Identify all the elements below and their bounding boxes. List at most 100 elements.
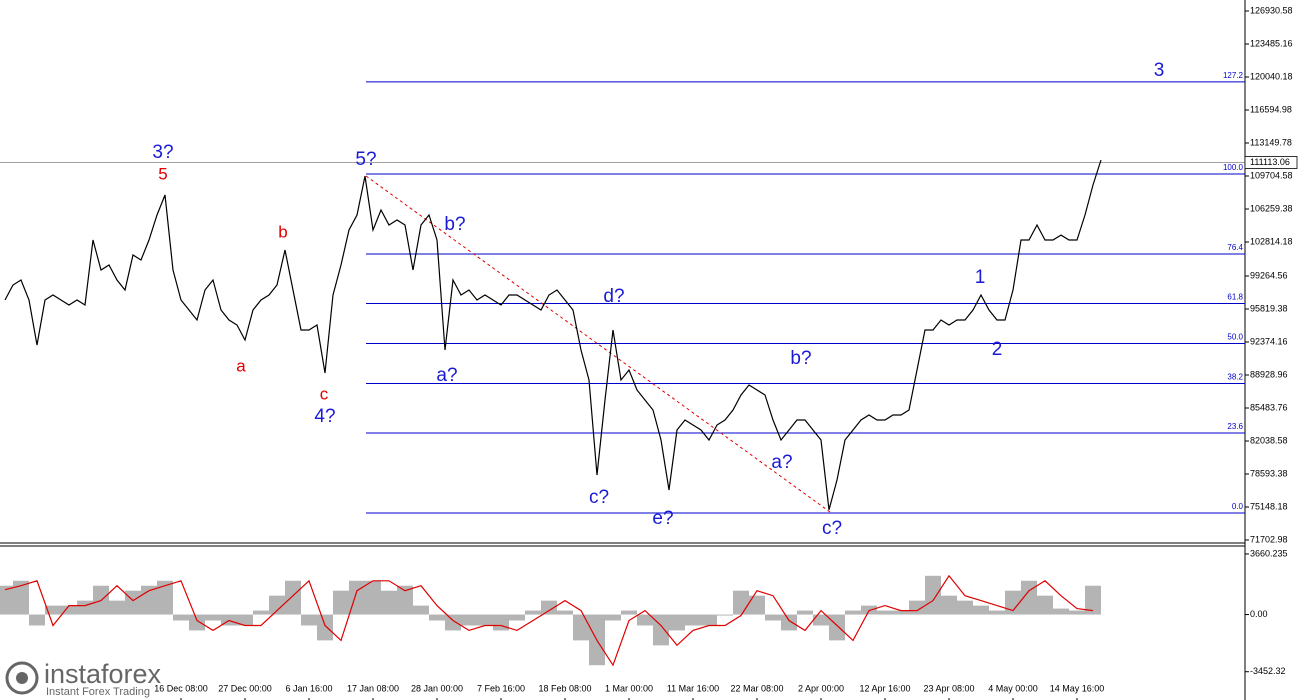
fib-label: 127.2 [1223,71,1244,80]
wave-label: b [278,222,287,241]
wave-label: b? [790,348,811,369]
histogram-bar [989,610,1005,615]
histogram-bar [717,614,733,616]
histogram-bar [381,590,397,615]
histogram-bar [173,614,189,621]
histogram-bar [1005,590,1021,615]
histogram-bar [61,605,77,615]
wave-label: 3 [1154,60,1165,81]
logo-icon [16,672,28,684]
y-tick-label: 123485.16 [1250,38,1293,48]
histogram-bar [461,614,477,626]
wave-label: d? [603,286,624,307]
histogram-bar [1037,595,1053,615]
histogram-bar [141,585,157,615]
wave-label: a [236,356,246,375]
x-tick-label: 17 Jan 08:00 [347,683,399,693]
wave-label: 5 [158,164,167,183]
wave-label: 3? [152,142,173,163]
histogram-bar [237,614,253,626]
histogram-bar [829,614,845,641]
histogram-bar [845,610,861,615]
histogram-bar [765,614,781,621]
y-tick-label: 0.00 [1250,609,1268,619]
x-tick-label: 28 Jan 00:00 [411,683,463,693]
histogram-bar [397,585,413,615]
histogram-bar [189,614,205,631]
histogram-bar [269,595,285,615]
x-tick-label: 7 Feb 16:00 [477,683,525,693]
histogram-bar [1069,610,1085,615]
histogram-bar [781,614,797,631]
wave-label: 1 [975,267,986,288]
wave-label: c? [822,518,842,539]
y-tick-label: 88928.96 [1250,369,1288,379]
x-tick-label: 18 Feb 08:00 [538,683,591,693]
wave-label: c? [589,487,609,508]
histogram-bar [973,605,989,615]
histogram-bar [525,610,541,615]
y-tick-label: 109704.58 [1250,170,1293,180]
logo-icon [5,661,39,695]
x-tick-label: 2 Apr 00:00 [798,683,844,693]
histogram-bar [669,614,685,631]
brand-tagline: Instant Forex Trading [46,686,150,698]
histogram-bar [573,614,589,641]
x-tick-label: 1 Mar 00:00 [605,683,653,693]
histogram-bar [285,580,301,615]
histogram-bar [557,610,573,615]
fib-label: 100.0 [1223,163,1244,172]
wave-label: a? [436,365,457,386]
x-tick-label: 27 Dec 00:00 [218,683,272,693]
histogram-bar [957,600,973,615]
y-tick-label: 78593.38 [1250,468,1288,478]
histogram-bar [797,610,813,615]
histogram-bar [749,595,765,615]
y-tick-label: 116594.98 [1250,104,1292,114]
histogram-bar [29,614,45,626]
histogram-bar [605,614,621,621]
y-tick-label: 99264.56 [1250,270,1288,280]
histogram-bar [429,614,445,621]
histogram-bar [637,614,653,626]
y-tick-label: 3660.235 [1250,548,1288,558]
histogram-bar [621,610,637,615]
y-tick-label: 102814.18 [1250,236,1293,246]
histogram-bar [653,614,669,646]
histogram-bar [941,595,957,615]
y-tick-label: 126930.58 [1250,5,1293,15]
fib-label: 50.0 [1227,333,1243,342]
histogram-bar [0,585,13,615]
fib-label: 61.8 [1227,293,1243,302]
wave-label: 4? [314,406,335,427]
wave-label: 5? [355,149,376,170]
histogram-bar [125,590,141,615]
histogram-bar [301,614,317,626]
histogram-bar [349,580,365,615]
histogram-bar [77,600,93,615]
fib-label: 38.2 [1227,373,1243,382]
signal-line [4,574,1094,667]
histogram-bar [925,575,941,615]
histogram-bar [813,614,829,626]
histogram-bar [477,614,493,626]
histogram-bar [205,614,221,621]
histogram-bar [1085,585,1101,615]
histogram-bar [893,610,909,615]
histogram-bar [541,600,557,615]
histogram-bar [733,590,749,615]
y-tick-label: 85483.76 [1250,402,1288,412]
y-tick-label: 82038.58 [1250,435,1288,445]
histogram-bar [253,610,269,615]
histogram-bar [45,605,61,615]
y-tick-label: 71702.98 [1250,534,1288,544]
x-tick-label: 6 Jan 16:00 [285,683,332,693]
fib-label: 76.4 [1227,243,1243,252]
histogram-bar [493,614,509,631]
histogram-bar [1021,580,1037,615]
histogram-bar [1053,608,1069,615]
y-tick-label: 75148.18 [1250,501,1288,511]
y-tick-label: 92374.16 [1250,336,1288,346]
